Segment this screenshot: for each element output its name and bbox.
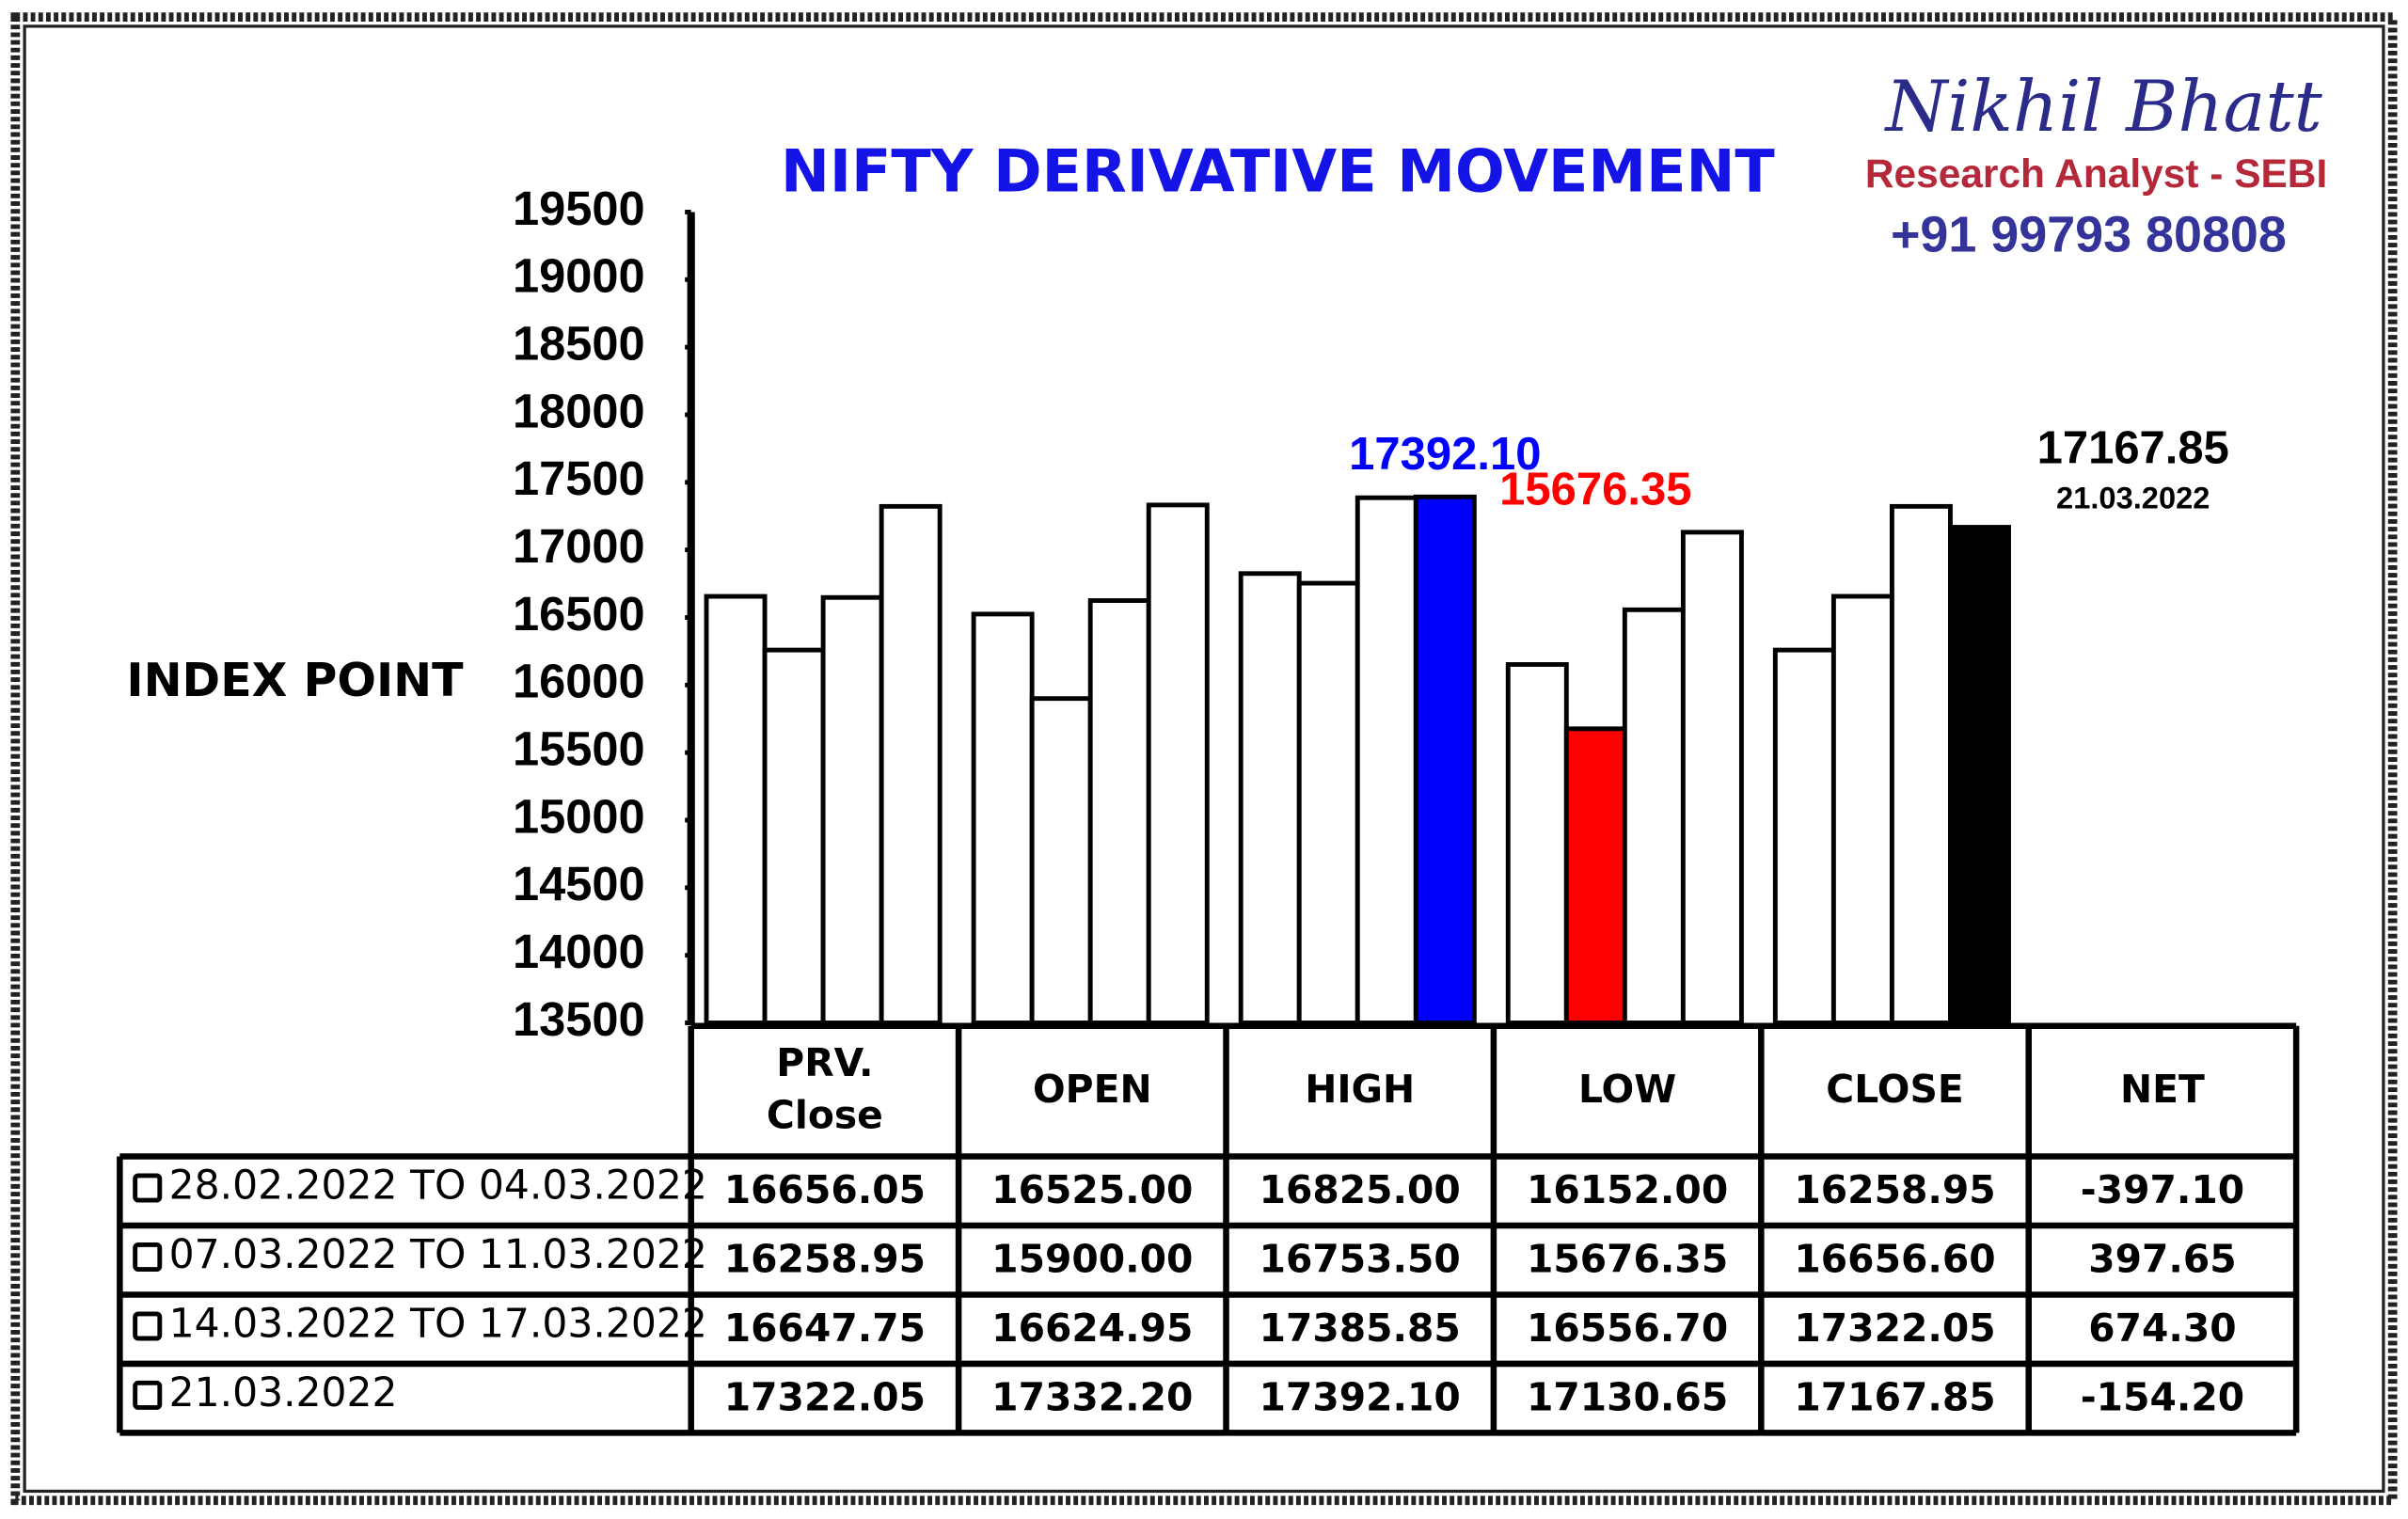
table-cell: 16753.50 [1259, 1236, 1461, 1281]
table-cell: 16656.05 [724, 1167, 926, 1212]
legend-swatch [133, 1242, 163, 1272]
table-cell: 16152.00 [1527, 1167, 1728, 1212]
bar [1889, 503, 1953, 1025]
table-cell: 17385.85 [1259, 1305, 1461, 1351]
frame-inner [23, 24, 2385, 1494]
table-cell: 16647.75 [724, 1305, 926, 1351]
annotation: 17392.10 [1349, 429, 1541, 480]
category-label-line: PRV. [776, 1040, 873, 1085]
bar [1830, 593, 1894, 1025]
y-tick-label: 19500 [513, 182, 645, 235]
bar [1146, 502, 1210, 1025]
table-cell: 16258.95 [724, 1236, 926, 1281]
y-tick-label: 18500 [513, 317, 645, 371]
legend-swatch [133, 1380, 163, 1410]
y-tick-label: 16500 [513, 587, 645, 641]
bar [1029, 696, 1093, 1025]
brand-role: Research Analyst - SEBI [1865, 151, 2327, 196]
legend-entry: 14.03.2022 TO 17.03.2022 [169, 1301, 707, 1347]
table-cell: 674.30 [2088, 1305, 2236, 1351]
legend-entry: 07.03.2022 TO 11.03.2022 [169, 1232, 707, 1278]
y-tick-label: 13500 [513, 992, 645, 1046]
category-label: NET [2120, 1067, 2205, 1112]
table-cell: 16556.70 [1527, 1305, 1728, 1351]
category-label-line: Close [767, 1093, 883, 1138]
y-tick-label: 14500 [513, 857, 645, 910]
category-label: PRV. Close [767, 1040, 883, 1138]
frame [10, 12, 2398, 1506]
bar [1622, 607, 1686, 1025]
brand-name: Nikhil Bhatt [1884, 65, 2323, 148]
table-cell: 16624.95 [991, 1305, 1193, 1351]
bar [1296, 580, 1360, 1025]
table-cell: 17392.10 [1259, 1374, 1461, 1419]
bar [1680, 530, 1744, 1025]
bar [1505, 662, 1569, 1025]
bar [1354, 495, 1418, 1025]
y-tick-label: 19000 [513, 249, 645, 303]
table-cell: -154.20 [2081, 1374, 2244, 1419]
bar [1087, 598, 1151, 1025]
y-tick-label: 15500 [513, 722, 645, 776]
legend-entry: 28.02.2022 TO 04.03.2022 [169, 1163, 707, 1210]
bar [1238, 571, 1302, 1025]
bar [762, 647, 826, 1025]
table-cell: 15900.00 [991, 1236, 1193, 1281]
table-cell: 16656.60 [1794, 1236, 1995, 1281]
chart-title: NIFTY DERIVATIVE MOVEMENT [781, 136, 1775, 205]
bar [820, 594, 884, 1025]
bar [879, 503, 943, 1025]
table-cell: -397.10 [2081, 1167, 2244, 1212]
legend-entry: 21.03.2022 [169, 1370, 398, 1416]
annotation: 15676.35 [1499, 464, 1691, 514]
table-cell: 15676.35 [1527, 1236, 1728, 1281]
category-label: OPEN [1033, 1067, 1152, 1112]
table-cell: 16525.00 [991, 1167, 1193, 1212]
y-tick-label: 14000 [513, 925, 645, 978]
bar [1772, 647, 1836, 1025]
bar [704, 593, 768, 1025]
table-cell: 17322.05 [724, 1374, 926, 1419]
table-cell: 17322.05 [1794, 1305, 1995, 1351]
y-tick-label: 17000 [513, 519, 645, 573]
category-label: HIGH [1305, 1067, 1415, 1112]
bar [1413, 494, 1477, 1025]
bar [1563, 726, 1627, 1025]
annotation-sub: 21.03.2022 [2056, 480, 2210, 514]
legend-swatch [133, 1311, 163, 1341]
bar [971, 611, 1035, 1025]
table-cell: 16258.95 [1794, 1167, 1995, 1212]
y-tick-label: 16000 [513, 655, 645, 708]
table-cell: 17167.85 [1794, 1374, 1995, 1419]
legend-swatch [133, 1173, 163, 1203]
y-tick-label: 17500 [513, 451, 645, 505]
category-label: LOW [1578, 1067, 1676, 1112]
category-label: CLOSE [1826, 1067, 1963, 1112]
table-cell: 17332.20 [991, 1374, 1193, 1419]
table-cell: 17130.65 [1527, 1374, 1728, 1419]
annotation: 17167.85 [2037, 423, 2229, 474]
y-axis-label: INDEX POINT [126, 654, 464, 707]
y-tick-label: 18000 [513, 384, 645, 437]
brand-phone: +91 99793 80808 [1891, 206, 2287, 262]
y-tick-label: 15000 [513, 789, 645, 843]
table-cell: 16825.00 [1259, 1167, 1461, 1212]
bar [1948, 525, 2011, 1025]
table-cell: 397.65 [2088, 1236, 2236, 1281]
